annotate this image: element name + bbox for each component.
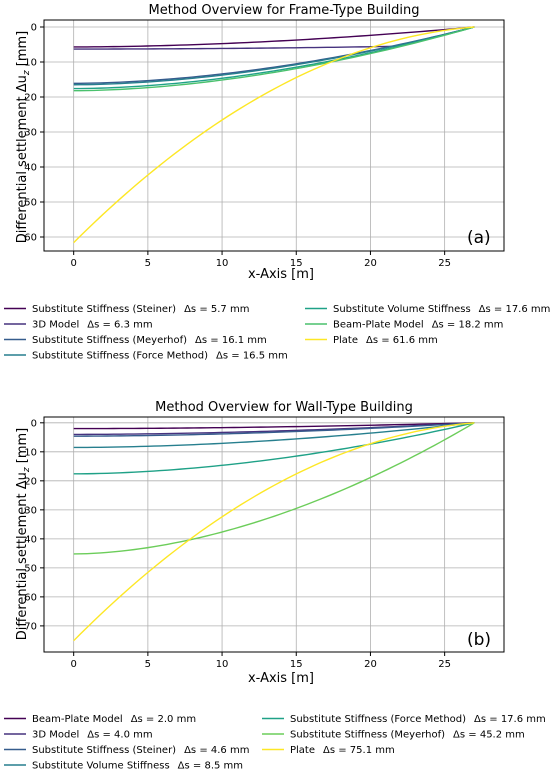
legend-label: Substitute Stiffness (Force Method) Δs = … bbox=[290, 714, 546, 725]
x-tick-label: 5 bbox=[145, 258, 151, 269]
legend-a: Substitute Stiffness (Steiner) Δs = 5.7 m… bbox=[4, 304, 550, 362]
legend-label: Beam-Plate Model Δs = 2.0 mm bbox=[32, 714, 196, 725]
legend-item: Plate Δs = 61.6 mm bbox=[305, 335, 438, 346]
legend-label: 3D Model Δs = 4.0 mm bbox=[32, 730, 153, 741]
series-line bbox=[73, 422, 475, 430]
panel-label-b: (b) bbox=[467, 630, 491, 650]
y-tick-label: 30 bbox=[24, 505, 37, 516]
legend-label: Substitute Stiffness (Steiner) Δs = 4.6 m… bbox=[32, 745, 249, 756]
y-tick-label: 10 bbox=[24, 58, 37, 69]
series-line bbox=[73, 422, 475, 475]
y-tick-label: 40 bbox=[24, 534, 37, 545]
y-ticks-a: 0 10 20 30 40 50 60 bbox=[24, 23, 44, 244]
legend-item: Beam-Plate Model Δs = 2.0 mm bbox=[4, 714, 196, 725]
series-lines-b bbox=[73, 422, 475, 642]
y-tick-label: 60 bbox=[24, 592, 37, 603]
series-line bbox=[73, 422, 475, 449]
x-ticks-b: 0 5 10 15 20 25 bbox=[70, 652, 451, 670]
legend-item: Substitute Volume Stiffness Δs = 17.6 mm bbox=[305, 304, 550, 315]
y-tick-label: 70 bbox=[24, 621, 37, 632]
legend-label: Plate Δs = 75.1 mm bbox=[290, 745, 395, 756]
chart-panel-a: Method Overview for Frame-Type Building … bbox=[4, 3, 550, 362]
legend-label: Substitute Volume Stiffness Δs = 17.6 mm bbox=[333, 304, 550, 315]
legend-label: Substitute Stiffness (Meyerhof) Δs = 16.1… bbox=[32, 335, 267, 346]
legend-label: Beam-Plate Model Δs = 18.2 mm bbox=[333, 320, 503, 331]
series-line bbox=[73, 26, 475, 244]
series-line bbox=[73, 26, 475, 86]
legend-label: Plate Δs = 61.6 mm bbox=[333, 335, 438, 346]
x-tick-label: 0 bbox=[70, 258, 76, 269]
chart-title-b: Method Overview for Wall-Type Building bbox=[155, 400, 413, 415]
y-tick-label: 20 bbox=[24, 476, 37, 487]
y-tick-label: 0 bbox=[31, 418, 37, 429]
grid-a bbox=[44, 20, 504, 251]
legend-label: 3D Model Δs = 6.3 mm bbox=[32, 320, 153, 331]
x-tick-label: 5 bbox=[145, 659, 151, 670]
y-axis-label-b: Differential settlement Δuz [mm] bbox=[15, 428, 32, 640]
series-line bbox=[73, 422, 475, 437]
y-tick-label: 50 bbox=[24, 563, 37, 574]
legend-item: Substitute Volume Stiffness Δs = 8.5 mm bbox=[4, 761, 243, 772]
series-line bbox=[73, 26, 475, 48]
x-tick-label: 20 bbox=[364, 659, 377, 670]
x-ticks-a: 0 5 10 15 20 25 bbox=[70, 251, 451, 269]
y-tick-label: 0 bbox=[31, 23, 37, 34]
chart-title-a: Method Overview for Frame-Type Building bbox=[149, 3, 420, 18]
y-tick-label: 40 bbox=[24, 163, 37, 174]
plot-frame-a bbox=[43, 19, 505, 252]
grid-b bbox=[44, 417, 504, 652]
legend-item: Substitute Stiffness (Meyerhof) Δs = 16.1… bbox=[4, 335, 267, 346]
y-tick-label: 30 bbox=[24, 128, 37, 139]
series-line bbox=[73, 26, 475, 92]
x-tick-label: 20 bbox=[364, 258, 377, 269]
chart-panel-b: Method Overview for Wall-Type Building 0… bbox=[4, 400, 546, 772]
legend-item: Substitute Stiffness (Force Method) Δs = … bbox=[262, 714, 546, 725]
legend-label: Substitute Stiffness (Force Method) Δs = … bbox=[32, 351, 288, 362]
series-lines-a bbox=[73, 26, 475, 244]
y-tick-label: 20 bbox=[24, 93, 37, 104]
y-axis-label-a: Differential settlement Δuz [mm] bbox=[15, 31, 32, 243]
x-tick-label: 25 bbox=[438, 659, 451, 670]
x-tick-label: 10 bbox=[216, 659, 229, 670]
legend-item: Substitute Stiffness (Force Method) Δs = … bbox=[4, 351, 288, 362]
legend-item: 3D Model Δs = 6.3 mm bbox=[4, 320, 153, 331]
x-tick-label: 10 bbox=[216, 258, 229, 269]
legend-item: Beam-Plate Model Δs = 18.2 mm bbox=[305, 320, 503, 331]
legend-item: 3D Model Δs = 4.0 mm bbox=[4, 730, 153, 741]
legend-item: Plate Δs = 75.1 mm bbox=[262, 745, 395, 756]
legend-b: Beam-Plate Model Δs = 2.0 mm 3D Model Δs = … bbox=[4, 714, 546, 772]
y-tick-label: 10 bbox=[24, 447, 37, 458]
x-tick-label: 15 bbox=[290, 258, 303, 269]
plot-frame-b bbox=[43, 416, 505, 653]
y-ticks-b: 0 10 20 30 40 50 60 70 bbox=[24, 418, 44, 632]
legend-item: Substitute Stiffness (Steiner) Δs = 5.7 m… bbox=[4, 304, 249, 315]
legend-label: Substitute Stiffness (Steiner) Δs = 5.7 m… bbox=[32, 304, 249, 315]
x-axis-label-a: x-Axis [m] bbox=[248, 267, 314, 282]
x-tick-label: 0 bbox=[70, 659, 76, 670]
legend-item: Substitute Stiffness (Meyerhof) Δs = 45.2… bbox=[262, 730, 525, 741]
legend-item: Substitute Stiffness (Steiner) Δs = 4.6 m… bbox=[4, 745, 249, 756]
x-tick-label: 15 bbox=[290, 659, 303, 670]
legend-label: Substitute Volume Stiffness Δs = 8.5 mm bbox=[32, 761, 243, 772]
series-line bbox=[73, 422, 475, 555]
y-tick-label: 60 bbox=[24, 233, 37, 244]
y-tick-label: 50 bbox=[24, 198, 37, 209]
panel-label-a: (a) bbox=[467, 228, 491, 248]
x-axis-label-b: x-Axis [m] bbox=[248, 671, 314, 686]
legend-label: Substitute Stiffness (Meyerhof) Δs = 45.2… bbox=[290, 730, 525, 741]
series-line bbox=[73, 422, 475, 642]
x-tick-label: 25 bbox=[438, 258, 451, 269]
